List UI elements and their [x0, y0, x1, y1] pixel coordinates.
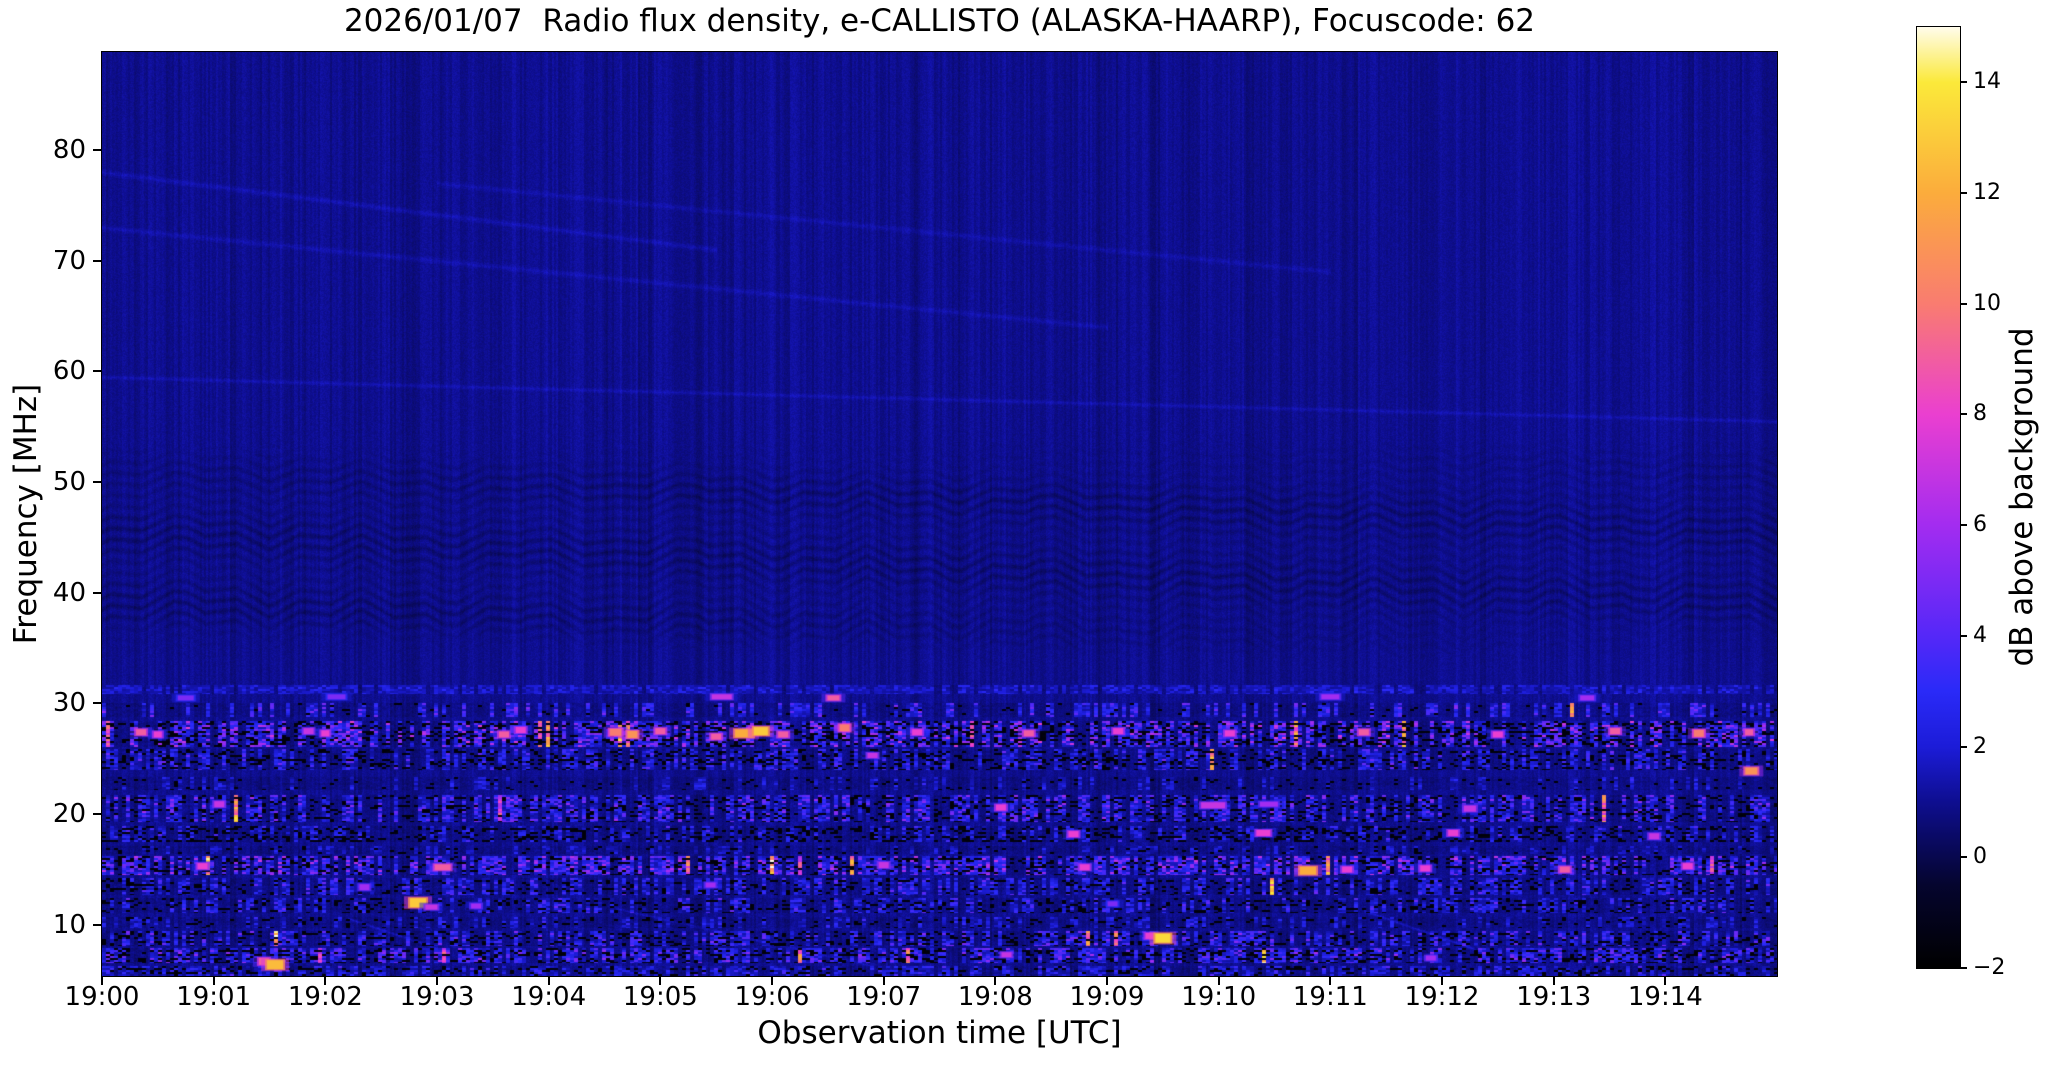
x-tick-label: 19:04 — [511, 982, 587, 1012]
x-tick-mark — [324, 977, 327, 985]
y-tick-label: 60 — [52, 356, 86, 387]
colorbar-tick-mark — [1960, 192, 1967, 195]
y-tick-mark — [93, 923, 101, 926]
colorbar-tick-label: 14 — [1973, 69, 2001, 95]
x-tick-label: 19:08 — [957, 982, 1033, 1012]
x-tick-mark — [1329, 977, 1332, 985]
x-tick-mark — [547, 977, 550, 985]
x-tick-mark — [994, 977, 997, 985]
x-tick-label: 19:03 — [399, 982, 475, 1012]
colorbar-tick-label: 6 — [1973, 512, 1987, 538]
x-tick-label: 19:12 — [1404, 982, 1480, 1012]
colorbar-gradient — [1917, 27, 1960, 968]
x-tick-label: 19:02 — [287, 982, 363, 1012]
plot-area — [101, 51, 1778, 977]
colorbar-tick-mark — [1960, 302, 1967, 305]
x-tick-mark — [212, 977, 215, 985]
x-tick-mark — [1664, 977, 1667, 985]
colorbar-tick-label: 0 — [1973, 844, 1987, 870]
y-tick-label: 10 — [52, 909, 86, 940]
colorbar — [1916, 26, 1961, 969]
x-tick-mark — [1441, 977, 1443, 985]
y-tick-mark — [93, 591, 101, 594]
y-tick-label: 30 — [52, 688, 86, 719]
x-tick-mark — [1552, 977, 1555, 985]
colorbar-tick-label: 12 — [1973, 180, 2001, 206]
x-tick-mark — [659, 977, 662, 985]
colorbar-tick-label: 2 — [1973, 733, 1987, 759]
colorbar-tick-label: 10 — [1973, 290, 2001, 316]
colorbar-tick-mark — [1960, 856, 1967, 859]
colorbar-tick-mark — [1960, 745, 1967, 748]
x-tick-mark — [436, 977, 438, 985]
x-tick-label: 19:07 — [846, 982, 922, 1012]
spectrogram-canvas — [102, 52, 1777, 976]
colorbar-tick-label: −2 — [1973, 955, 2006, 980]
y-tick-mark — [93, 148, 101, 151]
x-tick-label: 19:11 — [1292, 982, 1368, 1012]
colorbar-label: dB above background — [2004, 327, 2040, 667]
x-tick-label: 19:09 — [1069, 982, 1145, 1012]
x-tick-label: 19:14 — [1627, 982, 1703, 1012]
x-axis-label: Observation time [UTC] — [757, 1015, 1122, 1051]
y-tick-mark — [93, 259, 101, 262]
colorbar-tick-mark — [1960, 81, 1967, 84]
y-tick-mark — [93, 813, 101, 816]
colorbar-tick-mark — [1960, 413, 1967, 416]
colorbar-tick-mark — [1960, 634, 1967, 637]
chart-title: 2026/01/07 Radio flux density, e-CALLIST… — [343, 3, 1536, 39]
x-tick-label: 19:10 — [1181, 982, 1257, 1012]
x-tick-label: 19:01 — [176, 982, 252, 1012]
y-tick-label: 50 — [52, 467, 86, 498]
y-tick-label: 80 — [52, 134, 86, 165]
y-tick-mark — [93, 370, 101, 373]
colorbar-tick-mark — [1960, 524, 1967, 527]
y-tick-mark — [93, 481, 101, 484]
y-tick-mark — [93, 702, 101, 705]
x-tick-mark — [882, 977, 885, 985]
y-tick-label: 40 — [52, 577, 86, 608]
x-tick-label: 19:13 — [1516, 982, 1592, 1012]
x-tick-label: 19:06 — [734, 982, 810, 1012]
x-tick-mark — [101, 977, 103, 985]
x-tick-mark — [1106, 977, 1108, 985]
x-tick-label: 19:05 — [622, 982, 698, 1012]
x-tick-mark — [1217, 977, 1220, 985]
x-tick-label: 19:00 — [64, 982, 140, 1012]
colorbar-tick-mark — [1960, 967, 1967, 969]
colorbar-tick-label: 8 — [1973, 401, 1987, 427]
x-tick-mark — [771, 977, 773, 985]
colorbar-tick-label: 4 — [1973, 622, 1987, 648]
y-tick-label: 70 — [52, 245, 86, 276]
y-tick-label: 20 — [52, 799, 86, 830]
